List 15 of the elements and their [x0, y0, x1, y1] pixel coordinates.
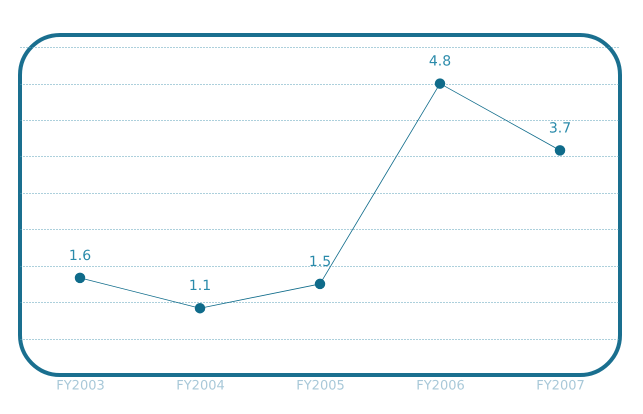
- data-label: 1.6: [68, 248, 92, 264]
- data-label: 1.1: [188, 278, 212, 294]
- data-label: 3.7: [548, 120, 572, 136]
- x-tick-label: FY2003: [56, 378, 105, 394]
- point: [434, 78, 446, 89]
- point: [74, 272, 86, 284]
- point: [194, 302, 206, 314]
- x-tick-label: FY2006: [416, 378, 465, 394]
- x-tick-label: FY2004: [176, 378, 225, 394]
- x-tick-label: FY2005: [296, 378, 345, 394]
- data-label: 4.8: [428, 54, 452, 70]
- x-tick-label: FY2007: [536, 378, 585, 394]
- point: [314, 278, 326, 290]
- data-label: 1.5: [308, 254, 332, 270]
- point: [554, 145, 566, 156]
